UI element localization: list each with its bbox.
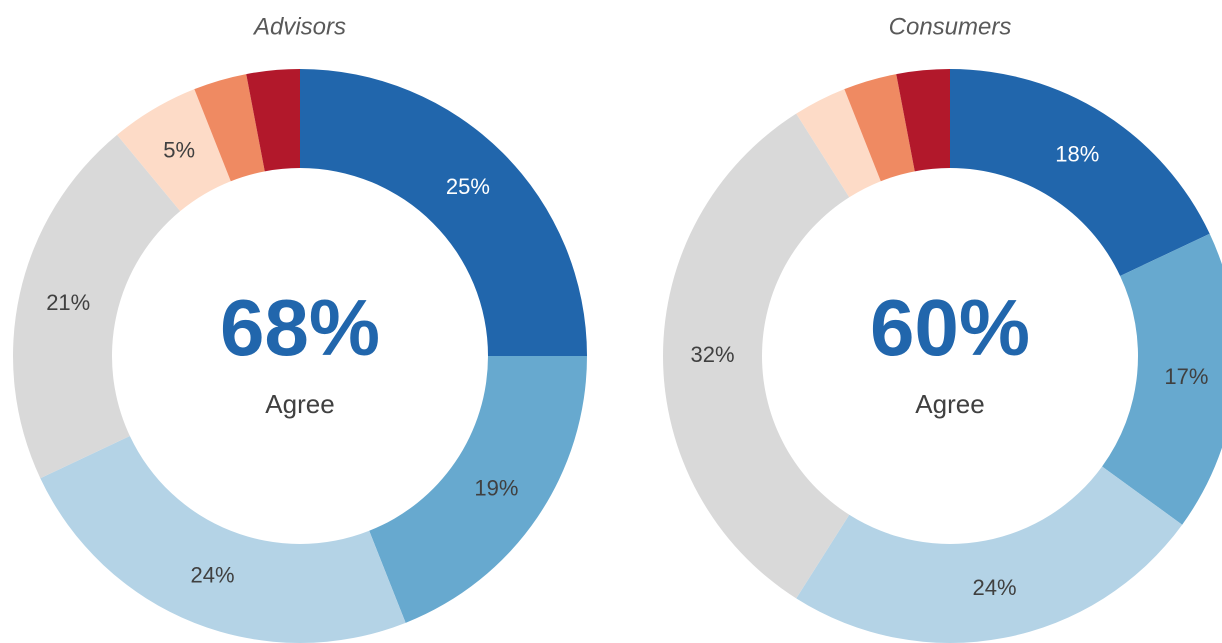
donut-segment [300,69,587,356]
donut-segment [246,69,300,172]
data-label: 25% [446,174,490,199]
center-value: 60% [870,283,1030,372]
donut-segment [950,69,1210,276]
data-label: 5% [163,137,195,162]
data-label: 32% [690,342,734,367]
center-label: Agree [915,389,984,419]
donut-segment [796,466,1183,643]
donut-segment [896,69,950,172]
data-label: 19% [474,475,518,500]
center-value: 68% [220,283,380,372]
center-label: Agree [265,389,334,419]
donut-segment [40,436,406,643]
data-label: 24% [191,563,235,588]
data-label: 21% [46,290,90,315]
data-label: 17% [1164,364,1208,389]
donut-segment [117,89,231,212]
chart-title: Consumers [889,13,1012,40]
chart-title: Advisors [252,13,346,40]
data-label: 18% [1055,141,1099,166]
donut-segment [1102,233,1222,525]
donut-segment [662,113,850,599]
donut-segment [844,74,915,182]
donut-segment [194,74,265,182]
donut-segment [369,356,587,623]
data-label: 24% [972,575,1016,600]
donut-segment [796,89,881,198]
donut-segment [12,134,181,479]
